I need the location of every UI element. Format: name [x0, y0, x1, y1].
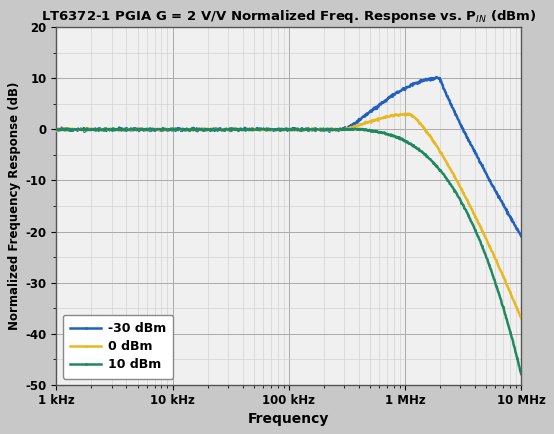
0 dBm: [323, 126, 330, 132]
0 dBm: [53, 128, 60, 133]
Line: 0 dBm: 0 dBm: [55, 112, 522, 320]
0 dBm: [406, 111, 413, 116]
-30 dBm: [53, 127, 60, 132]
0 dBm: [335, 127, 342, 132]
0 dBm: [404, 111, 411, 116]
Line: -30 dBm: -30 dBm: [55, 76, 522, 238]
-30 dBm: [81, 126, 88, 132]
10 dBm: [406, 141, 413, 146]
-30 dBm: [518, 233, 525, 239]
0 dBm: [81, 127, 88, 132]
-30 dBm: [406, 84, 412, 89]
Line: 10 dBm: 10 dBm: [55, 127, 522, 375]
0 dBm: [454, 179, 460, 184]
0 dBm: [349, 125, 356, 130]
10 dBm: [336, 127, 342, 132]
10 dBm: [454, 192, 460, 197]
X-axis label: Frequency: Frequency: [248, 412, 330, 426]
-30 dBm: [323, 128, 330, 133]
-30 dBm: [335, 128, 342, 133]
-30 dBm: [433, 75, 440, 80]
10 dBm: [81, 127, 88, 132]
10 dBm: [350, 126, 356, 132]
Y-axis label: Normalized Frequency Response (dB): Normalized Frequency Response (dB): [8, 82, 22, 330]
10 dBm: [160, 125, 166, 131]
-30 dBm: [349, 123, 356, 128]
10 dBm: [324, 127, 330, 132]
0 dBm: [518, 316, 525, 321]
10 dBm: [53, 127, 60, 132]
Title: LT6372-1 PGIA G = 2 V/V Normalized Freq. Response vs. P$_{IN}$ (dBm): LT6372-1 PGIA G = 2 V/V Normalized Freq.…: [41, 8, 537, 25]
-30 dBm: [454, 115, 460, 120]
Legend: -30 dBm, 0 dBm, 10 dBm: -30 dBm, 0 dBm, 10 dBm: [63, 315, 173, 378]
10 dBm: [518, 372, 525, 377]
